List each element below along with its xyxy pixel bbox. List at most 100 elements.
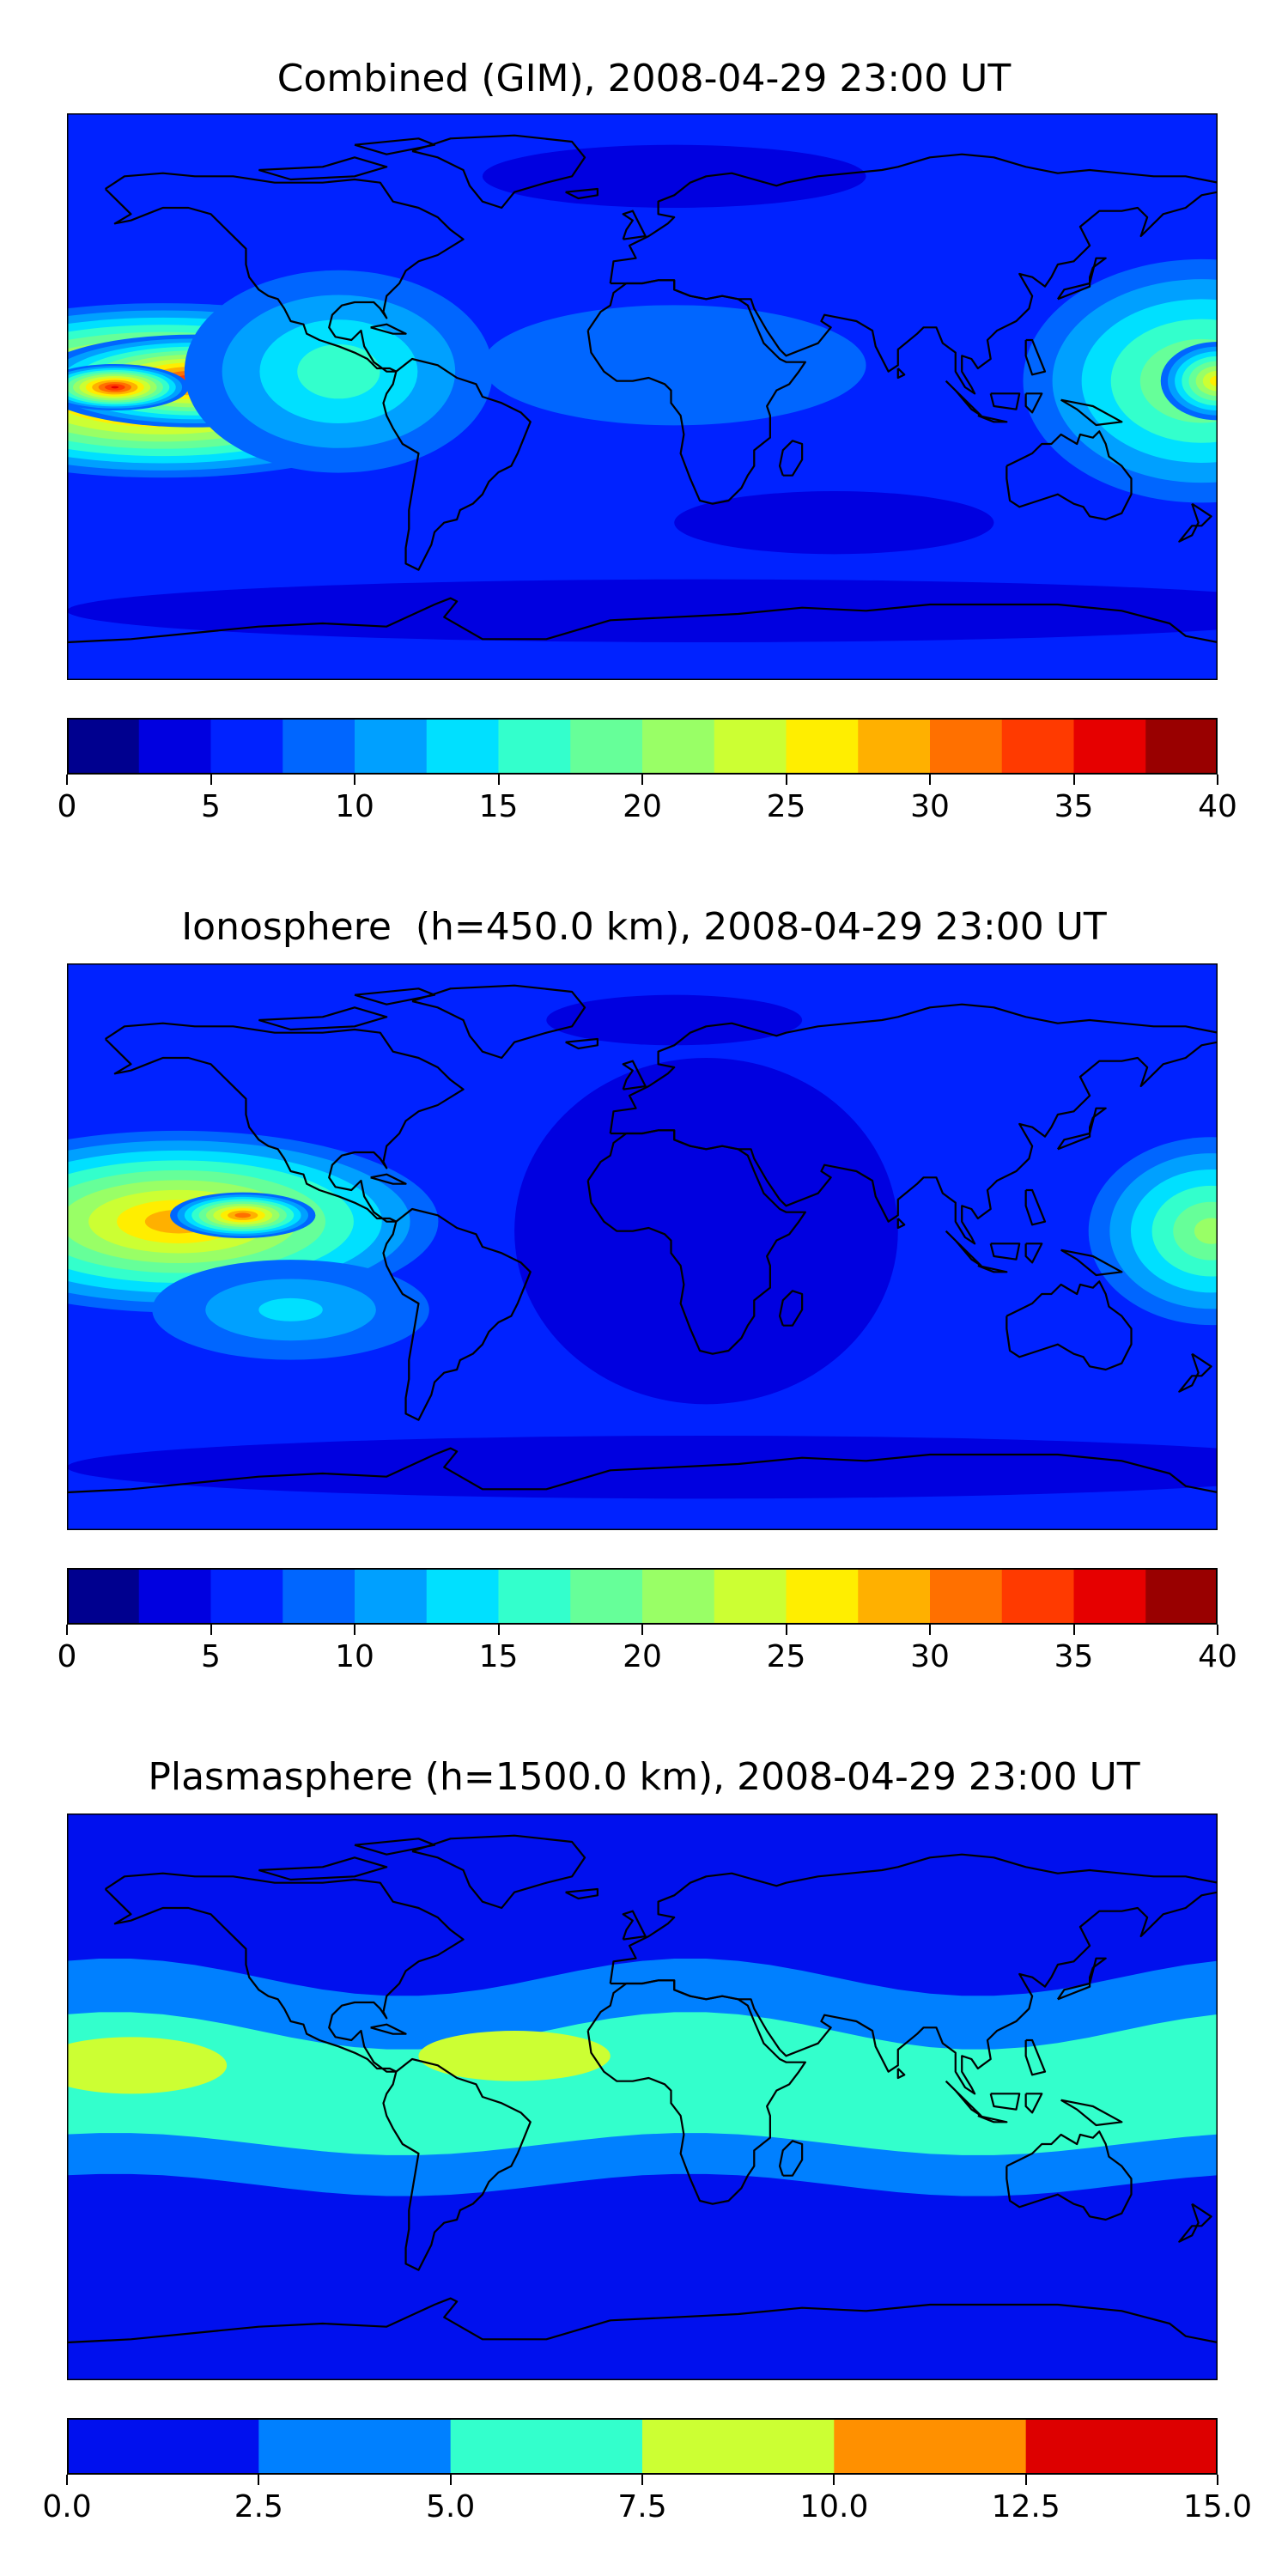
- tick-mark: [354, 1625, 355, 1635]
- tick-mark: [66, 775, 68, 785]
- coastline: [411, 134, 586, 210]
- tec-contour: [418, 2031, 611, 2081]
- coastline: [1060, 398, 1123, 427]
- colorbar-segment: [642, 1568, 715, 1625]
- colorbar-ticks: 0.0 2.5 5.0 7.5 10.0 12.5 15.0: [42, 2475, 1252, 2535]
- coastline: [354, 137, 436, 155]
- colorbar-frame: [67, 718, 1218, 775]
- coastline: [258, 1856, 388, 1881]
- tick-mark: [354, 775, 355, 785]
- tec-contour: [111, 386, 119, 389]
- tick-mark: [641, 1625, 643, 1635]
- coastline: [411, 984, 586, 1060]
- tick-label: 20: [623, 1639, 662, 1674]
- coastline: [1024, 392, 1043, 414]
- colorbar-combined: [67, 718, 1218, 775]
- colorbar-segment: [570, 1568, 643, 1625]
- colorbar-frame: [67, 1568, 1218, 1625]
- tec-contour: [1209, 375, 1218, 386]
- map-combined: [67, 113, 1218, 680]
- coastline: [67, 2297, 1218, 2344]
- coastline: [370, 1173, 407, 1185]
- tick-label: 35: [1054, 1639, 1094, 1674]
- coastline: [354, 987, 436, 1005]
- tec-low-region: [67, 579, 1218, 642]
- coastline: [778, 1290, 804, 1327]
- coastline: [565, 1887, 599, 1900]
- coastline: [977, 414, 1008, 423]
- tick-mark: [785, 775, 787, 785]
- tick-label: 15.0: [1182, 2489, 1253, 2524]
- colorbar-segment: [210, 718, 283, 775]
- coastline: [989, 392, 1021, 410]
- coastline: [989, 2093, 1021, 2111]
- coastline: [586, 1979, 806, 2205]
- tec-low-region: [674, 491, 994, 555]
- coastline: [1056, 1957, 1107, 2001]
- tick-mark: [641, 775, 643, 785]
- tick-mark: [258, 2475, 260, 2485]
- colorbar-segment: [138, 1568, 212, 1625]
- coastline: [1024, 1242, 1043, 1264]
- coastline: [1024, 338, 1047, 376]
- tick-label: 10.0: [799, 2489, 869, 2524]
- colorbar-ticks: 0 5 10 15 20 25 30 35 40: [58, 1625, 1237, 1685]
- coastlines: [67, 134, 1218, 644]
- colorbar-segment: [426, 1568, 500, 1625]
- colorbar-segment: [258, 2418, 452, 2475]
- tick-label: 12.5: [991, 2489, 1060, 2524]
- colorbar-segment: [67, 718, 140, 775]
- colorbar-segment: [1025, 2418, 1218, 2475]
- colorbar-ticks: 0 5 10 15 20 25 30 35 40: [58, 775, 1237, 835]
- tick-label: 25: [766, 1639, 806, 1674]
- tick-mark: [210, 775, 212, 785]
- coastline: [104, 1872, 465, 2073]
- tick-label: 0: [57, 789, 77, 824]
- coastline: [1024, 2093, 1043, 2114]
- coastline: [67, 1447, 1218, 1494]
- coastline: [586, 1129, 806, 1355]
- coastline: [1005, 1280, 1133, 1371]
- coastline: [565, 187, 599, 200]
- coastlines: [67, 1834, 1218, 2344]
- coastline: [896, 2068, 906, 2080]
- coastline: [1005, 2130, 1133, 2221]
- coastline: [1060, 1249, 1123, 1277]
- tick-label: 25: [766, 789, 806, 824]
- colorbar-segment: [498, 1568, 571, 1625]
- colorbar-segment: [786, 718, 859, 775]
- coastline: [586, 279, 806, 505]
- tick-mark: [833, 2475, 835, 2485]
- tick-label: 20: [623, 789, 662, 824]
- colorbar-segment: [642, 2418, 835, 2475]
- tick-label: 40: [1198, 1639, 1237, 1674]
- colorbar-segment: [1073, 718, 1146, 775]
- tick-label: 30: [910, 1639, 950, 1674]
- coastline: [104, 1022, 465, 1223]
- coastline: [896, 368, 906, 380]
- map-ionosphere: [67, 963, 1218, 1530]
- map-plasmasphere: [67, 1814, 1218, 2380]
- colorbar-segment: [283, 718, 355, 775]
- tick-label: 0: [57, 1639, 77, 1674]
- panel-title: Plasmasphere (h=1500.0 km), 2008-04-29 2…: [148, 1755, 1140, 1799]
- tick-mark: [1024, 2475, 1027, 2485]
- tec-contour: [234, 1212, 251, 1218]
- tec-contour: [67, 2037, 228, 2094]
- coastline: [1005, 430, 1133, 521]
- colorbar-segment: [67, 1568, 140, 1625]
- coastline: [622, 210, 647, 240]
- coastline: [382, 357, 532, 571]
- coastline: [382, 2057, 532, 2271]
- colorbar-segment: [450, 2418, 643, 2475]
- tick-mark: [1217, 1625, 1218, 1635]
- colorbar-segment: [210, 1568, 283, 1625]
- colorbar-ionosphere: [67, 1568, 1218, 1625]
- tec-contour: [297, 344, 380, 399]
- coastline: [370, 2023, 407, 2035]
- colorbar-segment: [355, 1568, 428, 1625]
- coastline: [622, 1910, 647, 1941]
- coastline: [258, 156, 388, 181]
- coastline: [67, 597, 1218, 644]
- tick-mark: [449, 2475, 452, 2485]
